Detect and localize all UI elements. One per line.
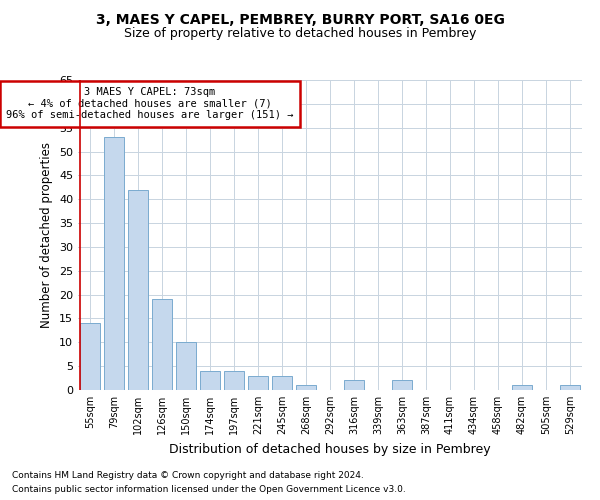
Bar bbox=[272, 376, 292, 390]
Bar bbox=[296, 385, 316, 390]
Bar bbox=[104, 137, 124, 390]
Bar bbox=[248, 376, 268, 390]
Text: Size of property relative to detached houses in Pembrey: Size of property relative to detached ho… bbox=[124, 28, 476, 40]
Bar bbox=[152, 300, 172, 390]
Bar bbox=[560, 385, 580, 390]
Text: 3 MAES Y CAPEL: 73sqm
← 4% of detached houses are smaller (7)
96% of semi-detach: 3 MAES Y CAPEL: 73sqm ← 4% of detached h… bbox=[6, 87, 294, 120]
Bar bbox=[176, 342, 196, 390]
Text: Contains HM Land Registry data © Crown copyright and database right 2024.: Contains HM Land Registry data © Crown c… bbox=[12, 470, 364, 480]
X-axis label: Distribution of detached houses by size in Pembrey: Distribution of detached houses by size … bbox=[169, 442, 491, 456]
Text: 3, MAES Y CAPEL, PEMBREY, BURRY PORT, SA16 0EG: 3, MAES Y CAPEL, PEMBREY, BURRY PORT, SA… bbox=[95, 12, 505, 26]
Bar bbox=[128, 190, 148, 390]
Bar bbox=[224, 371, 244, 390]
Bar bbox=[344, 380, 364, 390]
Bar bbox=[80, 323, 100, 390]
Text: Contains public sector information licensed under the Open Government Licence v3: Contains public sector information licen… bbox=[12, 486, 406, 494]
Bar bbox=[512, 385, 532, 390]
Bar bbox=[200, 371, 220, 390]
Bar bbox=[392, 380, 412, 390]
Y-axis label: Number of detached properties: Number of detached properties bbox=[40, 142, 53, 328]
